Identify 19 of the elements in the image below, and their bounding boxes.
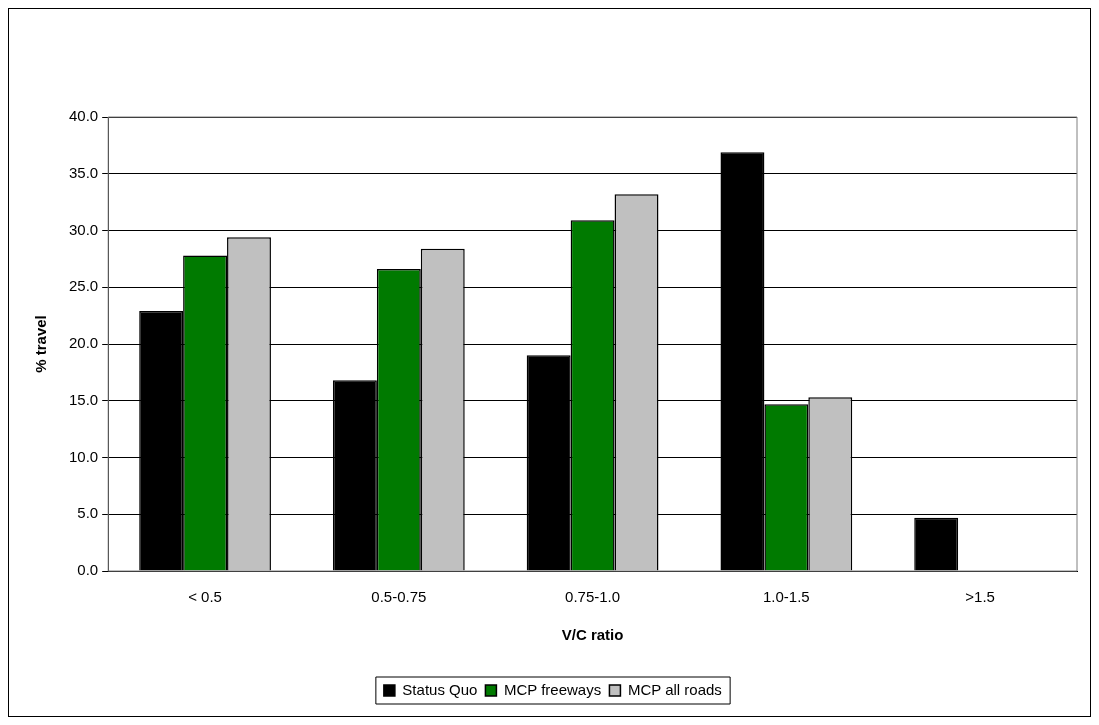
x-tick-label: 0.75-1.0 [565,588,621,606]
y-tick-label: 10.0 [68,447,99,465]
y-tick-label: 5.0 [77,504,99,522]
y-tick-label: 15.0 [68,390,99,408]
x-tick-label: 0.5-0.75 [371,588,427,606]
legend-label: MCP freeways [503,680,602,698]
y-tick-label: 0.0 [77,561,99,579]
x-tick-label: < 0.5 [188,588,222,606]
y-tick-label: 25.0 [68,277,99,295]
y-tick-label: 20.0 [68,334,99,352]
y-tick-label: 40.0 [68,107,99,125]
y-tick-label: 30.0 [68,220,99,238]
x-tick-label: >1.5 [965,588,995,606]
x-tick-label: 1.0-1.5 [763,588,810,606]
legend-label: Status Quo [402,680,478,698]
y-tick-label: 35.0 [68,163,99,181]
y-axis-title: % travel [32,315,50,373]
legend-label: MCP all roads [627,680,722,698]
x-axis-title: V/C ratio [561,626,624,644]
